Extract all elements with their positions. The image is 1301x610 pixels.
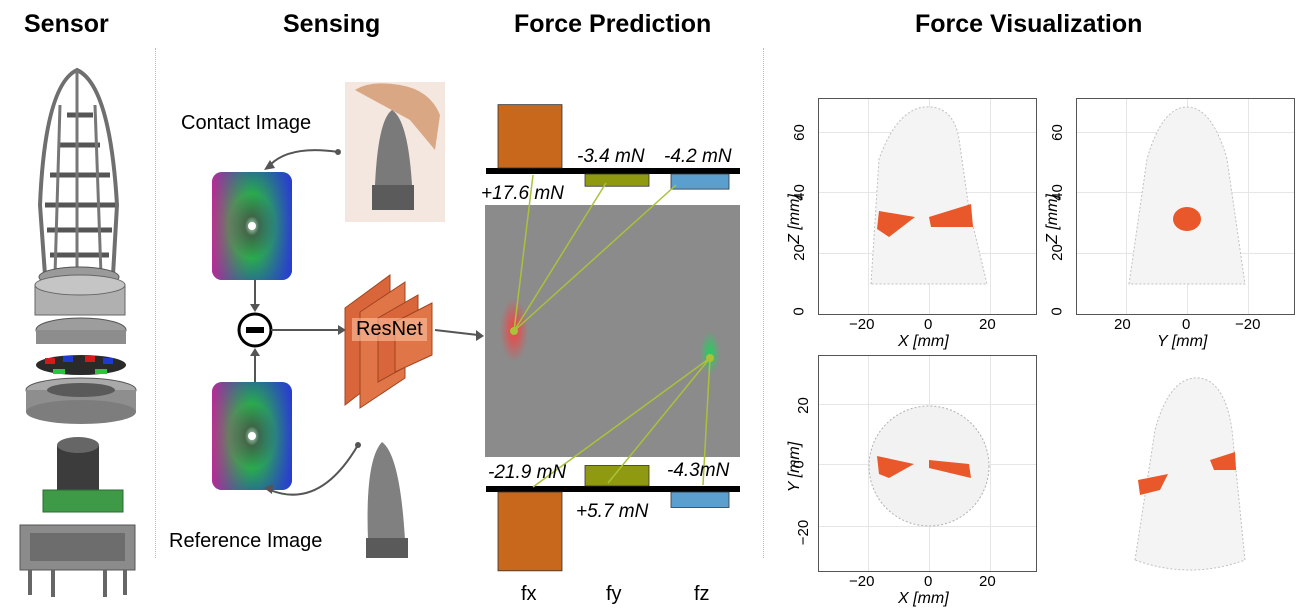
yz-xtick-1: 0 [1182, 316, 1191, 333]
sensing-diagram [212, 82, 484, 558]
force-label-c2-fz: -4.3mN [667, 460, 730, 481]
contact-patch-3d-left [1138, 474, 1168, 495]
plot-xy [818, 355, 1037, 572]
xz-xtick-0: −20 [849, 316, 875, 333]
force-prediction-figure [485, 104, 740, 572]
resnet-label: ResNet [352, 318, 427, 341]
section-title-force-prediction: Force Prediction [514, 10, 712, 38]
force-label-c1-fz: -4.2 mN [664, 146, 732, 167]
yz-xlabel: Y [mm] [1157, 333, 1208, 350]
xy-ytick-2: 20 [794, 397, 812, 414]
xz-xtick-1: 0 [924, 316, 933, 333]
contact-patch-yz [1173, 207, 1201, 231]
contact-patch-xz-right [929, 204, 973, 227]
force-label-c1-fx: +17.6 mN [481, 183, 564, 204]
plot-xz [818, 98, 1037, 315]
yz-ytick-0: 0 [1048, 307, 1066, 316]
yz-xtick-0: 20 [1114, 316, 1131, 333]
yz-xtick-2: −20 [1235, 316, 1261, 333]
plot-yz [1076, 98, 1295, 315]
xz-ylabel: Z [mm] [785, 194, 803, 244]
sensor-3d-view [1134, 377, 1246, 571]
xy-xtick-0: −20 [849, 573, 875, 590]
section-title-sensor: Sensor [24, 10, 109, 38]
resnet-blocks [344, 274, 433, 409]
force-label-c2-fx: -21.9 mN [488, 462, 567, 483]
xz-ytick-3: 60 [790, 124, 808, 141]
bars-top-fz [670, 173, 730, 190]
bars-top-fy [584, 173, 650, 187]
axis-label-fy: fy [606, 583, 622, 605]
contact-patch-xy-left [877, 456, 914, 478]
contact-image-label: Contact Image [181, 112, 312, 134]
yz-ylabel: Z [mm] [1043, 194, 1061, 244]
reference-tactile-image [212, 382, 292, 490]
section-title-sensing: Sensing [283, 10, 381, 38]
axis-label-fz: fz [694, 583, 710, 605]
contact-patch-3d-right [1210, 452, 1236, 470]
xz-ytick-2: 40 [790, 184, 808, 201]
divider-1 [155, 48, 156, 558]
xy-ytick-0: −20 [795, 519, 813, 546]
xz-ytick-1: 20 [790, 244, 808, 261]
contact-photo [345, 82, 445, 222]
contact-patch-xz-left [877, 211, 915, 237]
divider-2 [763, 48, 764, 558]
bars-bottom-fz [670, 491, 730, 508]
sensor-exploded-illustration [19, 67, 137, 597]
reference-photo [366, 442, 408, 558]
xz-xlabel: X [mm] [898, 333, 949, 350]
force-label-c1-fy: -3.4 mN [577, 146, 645, 167]
yz-ytick-3: 60 [1048, 124, 1066, 141]
xz-xtick-2: 20 [979, 316, 996, 333]
bars-bottom-fx [497, 491, 563, 572]
xy-xlabel: X [mm] [898, 590, 949, 607]
contact-patch-xy-right [929, 460, 971, 478]
yz-ytick-2: 40 [1048, 184, 1066, 201]
xy-xtick-2: 20 [979, 573, 996, 590]
contact-tactile-image [212, 172, 292, 280]
bars-top-fx [497, 104, 563, 169]
xy-xtick-1: 0 [924, 573, 933, 590]
section-title-force-visualization: Force Visualization [915, 10, 1143, 38]
axis-label-fx: fx [521, 583, 537, 605]
xy-ytick-1: 0 [790, 460, 808, 469]
yz-ytick-1: 20 [1048, 244, 1066, 261]
force-label-c2-fy: +5.7 mN [576, 501, 649, 522]
bars-bottom-fy [584, 465, 650, 487]
reference-image-label: Reference Image [169, 530, 323, 552]
xz-ytick-0: 0 [790, 307, 808, 316]
